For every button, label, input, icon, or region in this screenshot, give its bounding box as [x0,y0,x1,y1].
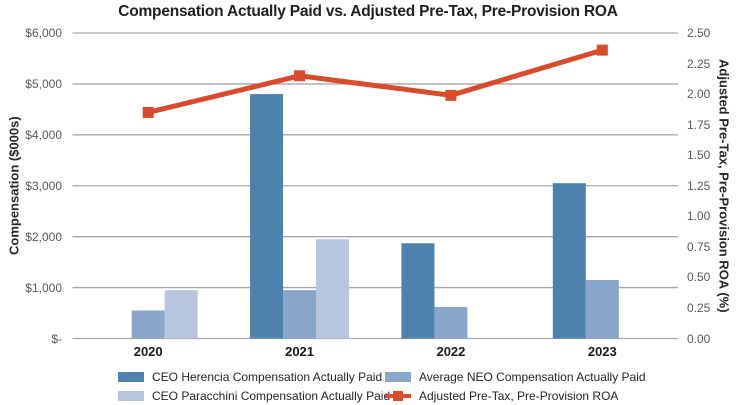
bar-2022-series-0 [401,243,435,339]
right-axis-tick: 1.50 [687,148,711,163]
x-axis-label-2023: 2023 [587,344,617,359]
legend-label: Average NEO Compensation Actually Paid [419,370,646,384]
legend-swatch-ceo-paracchini [118,391,144,401]
roa-marker-2023 [596,44,608,56]
roa-marker-2021 [294,70,306,82]
left-axis-tick: $3,000 [25,178,62,193]
bar-2021-series-2 [316,239,350,339]
left-axis-tick: $4,000 [25,127,62,142]
bar-2023-series-0 [552,183,586,339]
x-axis-label-2021: 2021 [285,344,315,359]
legend-item-average-neo: Average NEO Compensation Actually Paid [385,370,678,384]
right-axis-title: Adjusted Pre-Tax, Pre-Provision ROA (%) [716,59,732,313]
right-axis-tick: 2.25 [687,56,711,71]
legend-item-ceo-herencia: CEO Herencia Compensation Actually Paid [118,370,385,384]
left-axis-tick: $6,000 [25,26,62,40]
legend-swatch-ceo-herencia [118,372,144,382]
right-axis-tick: 1.75 [687,117,711,132]
x-axis-label-2020: 2020 [133,344,163,359]
x-axis-label-2022: 2022 [436,344,466,359]
legend-line-marker [393,391,403,401]
right-axis-tick: 0.75 [687,239,711,254]
bar-2020-series-1 [131,310,165,339]
bar-2023-series-1 [585,279,619,339]
bar-2020-series-2 [164,290,198,339]
right-axis-tick: 1.00 [687,209,711,224]
right-axis-tick: 2.00 [687,87,711,102]
bar-2022-series-1 [434,306,468,339]
right-axis-tick: 2.50 [687,26,711,40]
legend-item-ceo-paracchini: CEO Paracchini Compensation Actually Pai… [118,389,390,403]
right-axis-tick: 0.00 [687,331,711,346]
left-axis-tick: $1,000 [25,280,62,295]
legend-label: CEO Paracchini Compensation Actually Pai… [152,389,391,403]
chart-title: Compensation Actually Paid vs. Adjusted … [118,3,618,20]
legend-swatch-average-neo [385,372,411,382]
bar-2021-series-1 [283,290,317,339]
right-axis-tick: 0.25 [687,300,711,315]
bar-2021-series-0 [250,94,284,339]
left-axis-tick: $- [51,331,62,346]
right-axis-tick: 1.25 [687,178,711,193]
legend-item-roa-line: Adjusted Pre-Tax, Pre-Provision ROA [385,389,678,403]
roa-marker-2022 [445,89,457,101]
right-axis-tick: 0.50 [687,270,711,285]
roa-line [147,47,604,115]
chart-legend: CEO Herencia Compensation Actually Paid … [118,370,678,403]
left-axis-tick: $5,000 [25,76,62,91]
legend-swatch-roa-line-marker [385,391,411,401]
roa-marker-2020 [142,106,154,118]
legend-label: CEO Herencia Compensation Actually Paid [152,370,383,384]
legend-label: Adjusted Pre-Tax, Pre-Provision ROA [419,389,619,403]
left-axis-tick: $2,000 [25,229,62,244]
